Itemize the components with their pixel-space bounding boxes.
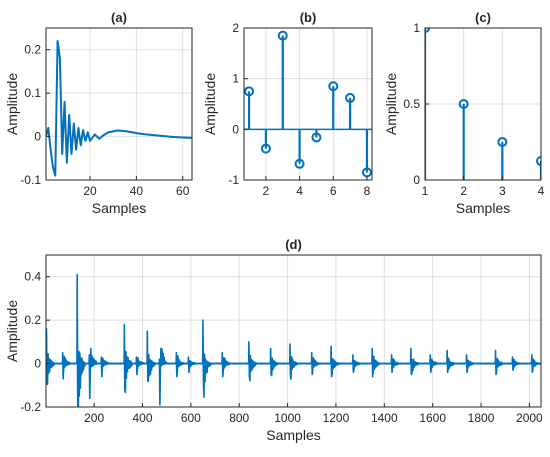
plot-area xyxy=(46,255,541,407)
y-tick-label: 2 xyxy=(232,21,239,35)
chart-panel-2: 1 2 3 4 0 0.5 1 (c) Samples Amplitude xyxy=(383,10,545,216)
data-layer xyxy=(46,40,192,177)
stem-marker xyxy=(277,30,288,41)
signal-line xyxy=(46,40,192,177)
x-tick-label: 8 xyxy=(364,184,371,198)
plot-area xyxy=(46,28,192,180)
x-tick-label: 2000 xyxy=(516,411,543,425)
x-tick-label: 2 xyxy=(263,184,270,198)
stem-marker xyxy=(260,143,271,154)
x-tick-label: 2 xyxy=(460,184,467,198)
data-layer xyxy=(46,273,541,407)
stem-marker xyxy=(328,81,339,92)
stem-marker xyxy=(244,86,255,97)
x-tick-label: 600 xyxy=(181,411,201,425)
x-tick-label: 1400 xyxy=(371,411,398,425)
y-axis-label: Amplitude xyxy=(202,73,218,135)
x-tick-label: 400 xyxy=(132,411,152,425)
chart-title: (b) xyxy=(300,10,317,25)
x-tick-label: 4 xyxy=(538,184,545,198)
y-tick-label: 0 xyxy=(413,173,420,187)
x-tick-label: 6 xyxy=(330,184,337,198)
y-tick-label: 0.1 xyxy=(24,86,41,100)
y-axis-label: Amplitude xyxy=(4,300,20,362)
y-tick-label: 0.2 xyxy=(24,313,41,327)
stem-marker xyxy=(345,92,356,103)
y-tick-label: 1 xyxy=(232,72,239,86)
y-tick-label: -0.1 xyxy=(20,173,41,187)
x-tick-label: 20 xyxy=(83,184,97,198)
y-tick-label: 1 xyxy=(413,21,420,35)
data-layer xyxy=(244,30,372,178)
data-layer xyxy=(425,28,541,180)
y-axis-label: Amplitude xyxy=(4,73,20,135)
x-tick-label: 40 xyxy=(130,184,144,198)
stem-marker xyxy=(536,156,541,166)
plot-area xyxy=(244,28,372,180)
axes-box xyxy=(243,27,373,181)
x-axis-label: Samples xyxy=(266,427,320,443)
y-tick-label: 0.4 xyxy=(24,270,41,284)
chart-title: (d) xyxy=(285,237,302,252)
x-tick-label: 4 xyxy=(296,184,303,198)
x-axis-label: Samples xyxy=(92,200,146,216)
x-tick-label: 1000 xyxy=(274,411,301,425)
x-axis-label: Samples xyxy=(456,200,510,216)
axes-box xyxy=(45,27,193,181)
x-tick-label: 60 xyxy=(176,184,190,198)
y-tick-label: 0.2 xyxy=(24,43,41,57)
y-tick-label: -1 xyxy=(228,173,239,187)
chart-title: (a) xyxy=(111,10,127,25)
stem-marker xyxy=(294,158,305,169)
y-tick-label: 0 xyxy=(34,130,41,144)
chart-panel-0: 20 40 60 -0.1 0 0.1 0.2 (a) Samples Amplitude xyxy=(4,10,193,216)
chart-panel-3: 200 400 600 800 1000 1200 1400 1600 1800 2000 -0.2… xyxy=(4,237,543,443)
stem-marker xyxy=(458,99,469,109)
y-tick-label: 0.5 xyxy=(403,97,420,111)
axes-box xyxy=(45,254,542,408)
x-tick-label: 1 xyxy=(422,184,429,198)
x-tick-label: 1600 xyxy=(419,411,446,425)
y-tick-label: 0 xyxy=(232,122,239,136)
y-tick-label: -0.2 xyxy=(20,400,41,414)
y-axis-label: Amplitude xyxy=(383,73,399,135)
chart-panel-1: 2 4 6 8 -1 0 1 2 (b) Amplitude xyxy=(202,10,373,198)
chart-title: (c) xyxy=(475,10,491,25)
x-tick-label: 800 xyxy=(229,411,249,425)
x-tick-label: 3 xyxy=(499,184,506,198)
x-tick-label: 1800 xyxy=(468,411,495,425)
stem-marker xyxy=(311,132,322,143)
stem-marker xyxy=(497,137,508,147)
y-tick-label: 0 xyxy=(34,357,41,371)
x-tick-label: 1200 xyxy=(323,411,350,425)
x-tick-label: 200 xyxy=(84,411,104,425)
